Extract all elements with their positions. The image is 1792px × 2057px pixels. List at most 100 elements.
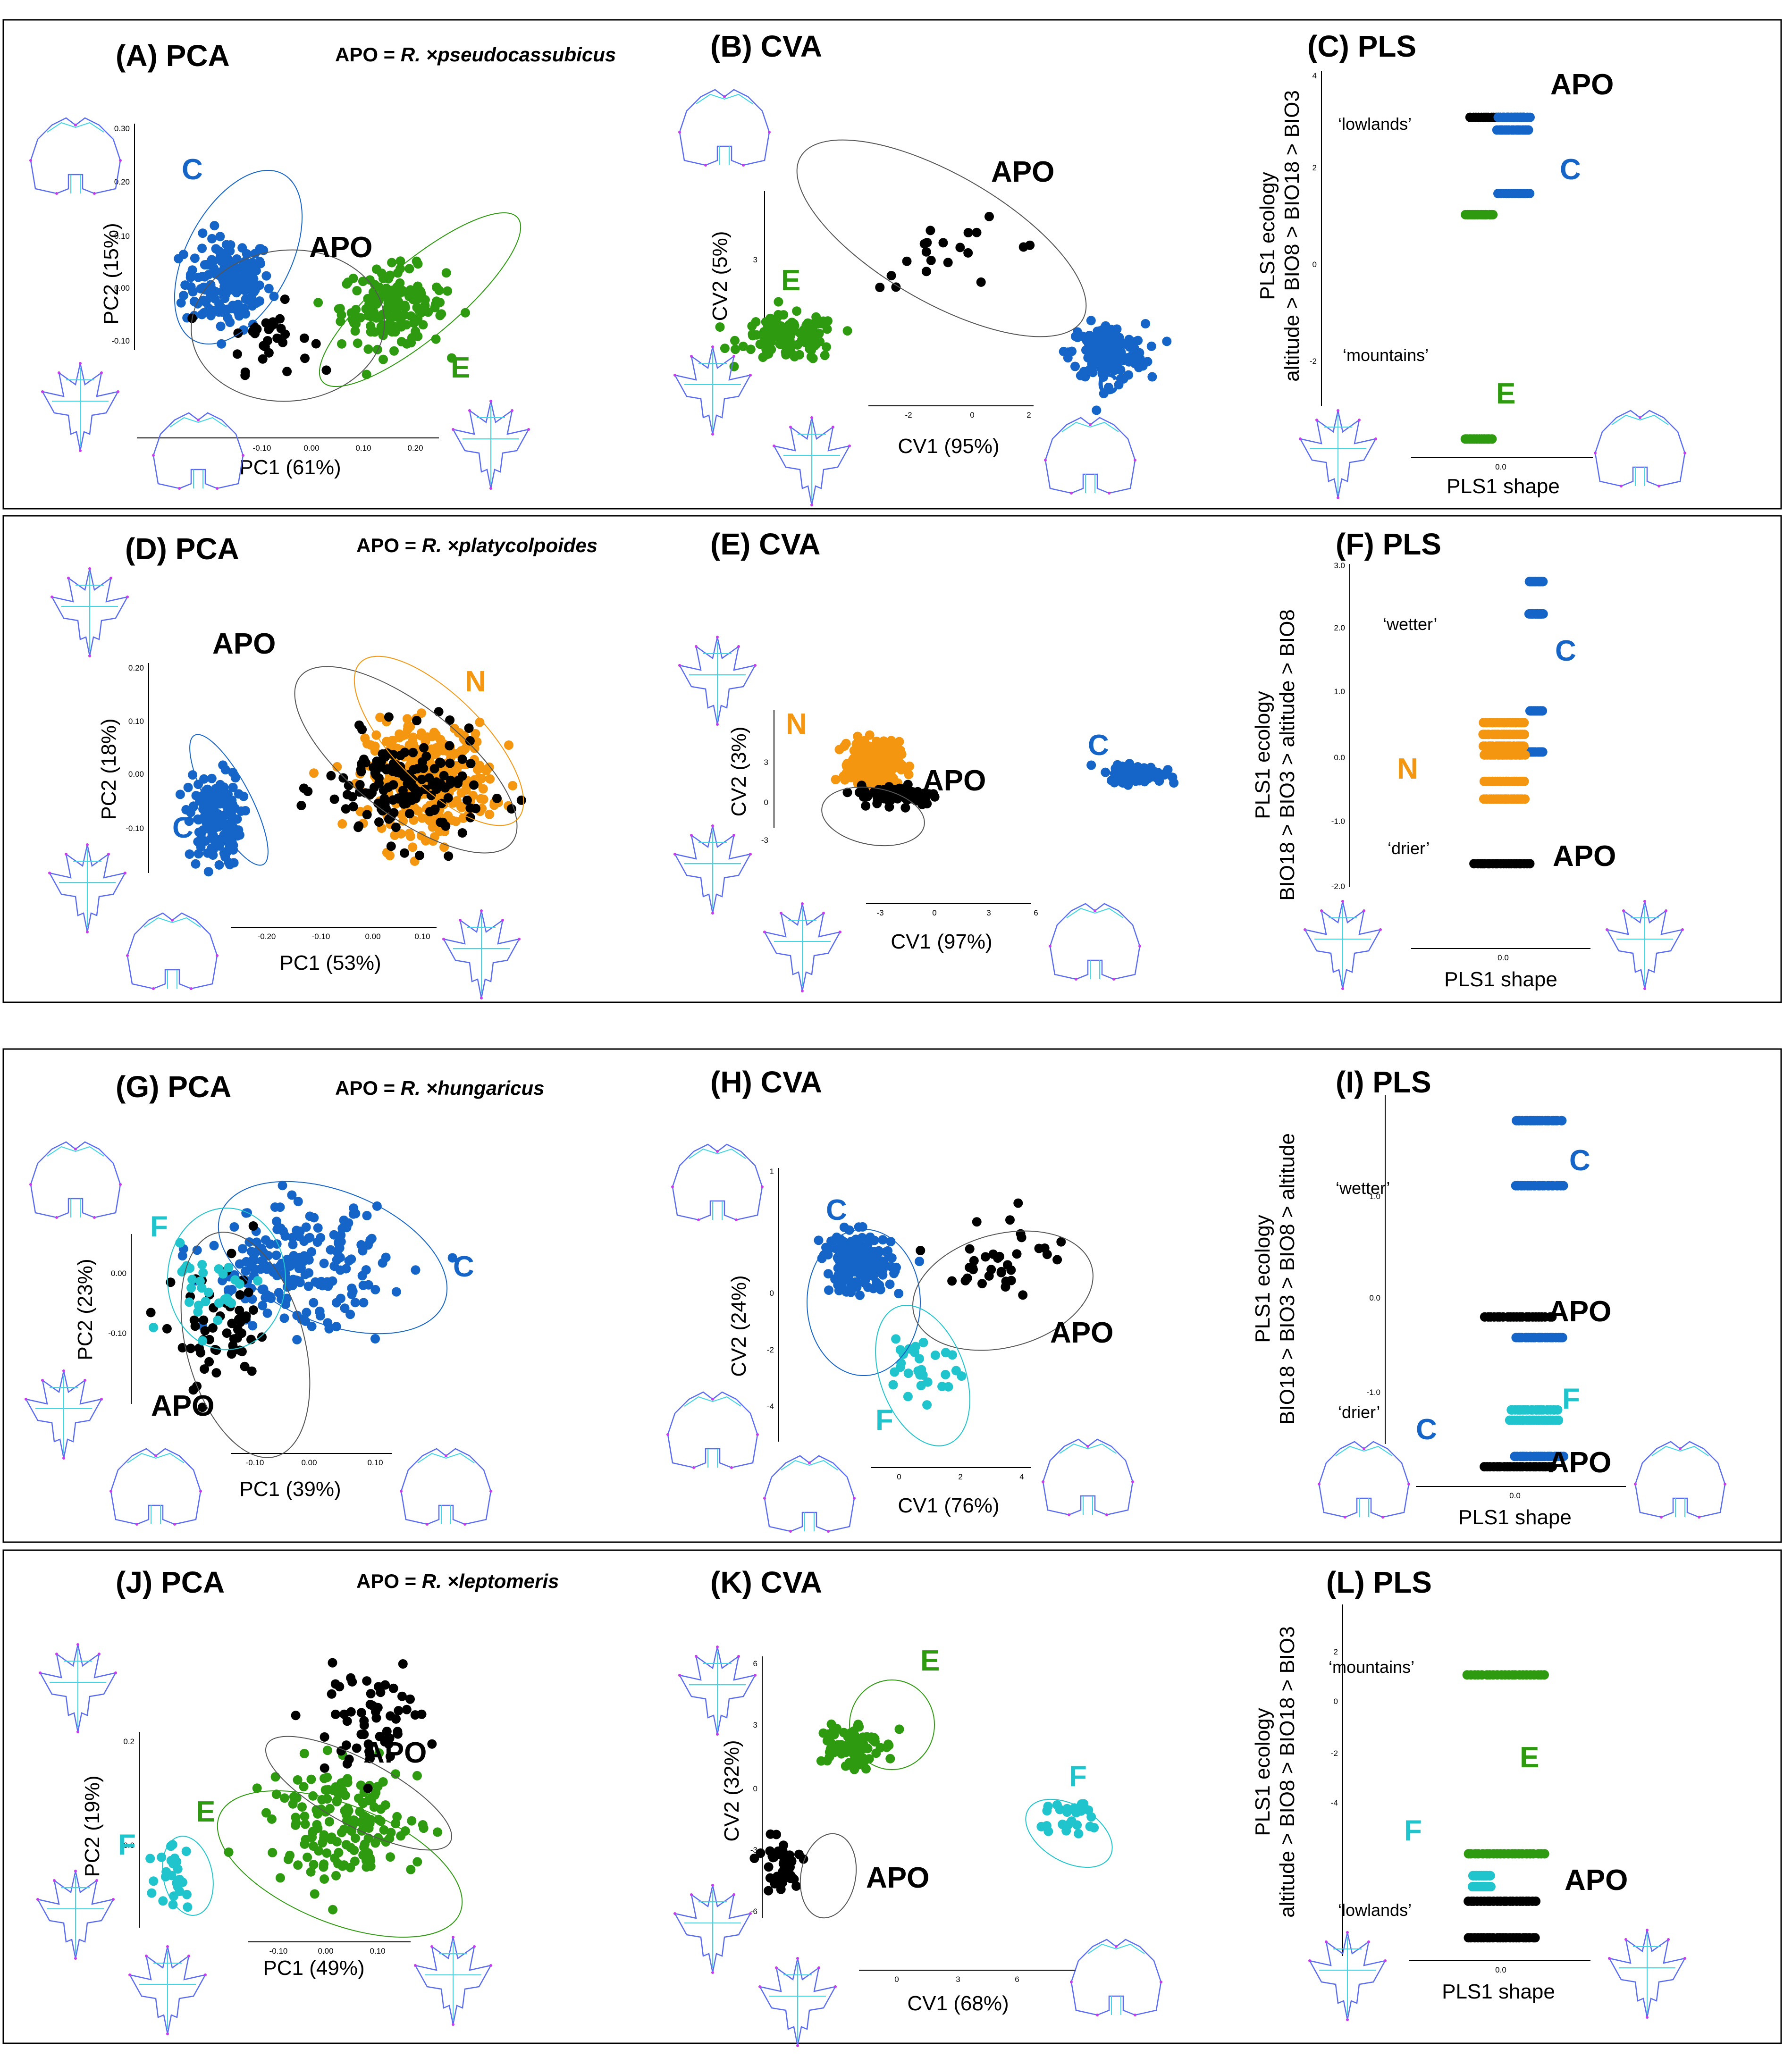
label-f: F bbox=[150, 1210, 168, 1243]
leaf-shape-icon bbox=[35, 1869, 116, 1961]
x-axis-label: PC1 (39%) bbox=[239, 1478, 341, 1501]
point-c bbox=[215, 232, 225, 242]
point-apo bbox=[928, 789, 938, 799]
point-apo bbox=[233, 1333, 243, 1343]
point-c bbox=[207, 234, 217, 243]
y-tick-label: 0.0 bbox=[123, 1841, 135, 1850]
point-c bbox=[188, 770, 198, 780]
point-apo bbox=[471, 804, 480, 814]
point-e bbox=[224, 1847, 234, 1857]
point-c bbox=[340, 1303, 350, 1313]
point-e bbox=[397, 300, 407, 310]
point-c bbox=[207, 773, 217, 783]
point-f bbox=[187, 1275, 197, 1285]
point-apo bbox=[355, 780, 365, 789]
point-apo bbox=[354, 720, 364, 730]
panel-h-title: (H) CVA bbox=[710, 1065, 822, 1099]
point-n bbox=[841, 760, 851, 770]
x-tick-label: 6 bbox=[1015, 1975, 1019, 1984]
point-e bbox=[372, 344, 382, 354]
point-c bbox=[831, 1244, 841, 1254]
scatter-points bbox=[146, 1181, 457, 1412]
point-c bbox=[203, 810, 213, 820]
point-apo bbox=[437, 798, 446, 808]
point-f bbox=[175, 1887, 185, 1896]
point-c bbox=[1162, 336, 1172, 346]
point-c bbox=[275, 1202, 285, 1212]
point-e bbox=[371, 264, 381, 274]
point-e bbox=[1488, 210, 1498, 219]
point-apo bbox=[379, 785, 388, 795]
point-e bbox=[391, 1819, 401, 1829]
point-apo bbox=[240, 370, 250, 380]
point-e bbox=[738, 342, 748, 351]
point-e bbox=[434, 285, 444, 295]
point-c bbox=[329, 1261, 339, 1271]
point-c bbox=[361, 1265, 371, 1275]
point-c bbox=[233, 300, 243, 310]
point-e bbox=[774, 310, 783, 319]
point-e bbox=[443, 286, 453, 296]
point-apo bbox=[364, 1746, 374, 1756]
point-apo bbox=[222, 1328, 232, 1338]
point-apo bbox=[247, 1366, 257, 1376]
point-apo bbox=[326, 771, 336, 781]
point-apo bbox=[321, 365, 331, 375]
point-c bbox=[1538, 609, 1548, 619]
point-c bbox=[199, 308, 209, 318]
point-e bbox=[381, 1837, 391, 1847]
point-apo bbox=[320, 1732, 329, 1742]
point-c bbox=[258, 1257, 268, 1267]
point-e bbox=[365, 275, 375, 285]
point-e bbox=[365, 304, 375, 314]
x-axis-label: PC1 (49%) bbox=[263, 1956, 364, 1980]
point-f bbox=[184, 1297, 194, 1307]
point-n bbox=[880, 746, 890, 756]
point-c bbox=[1070, 361, 1080, 371]
point-e bbox=[826, 1719, 836, 1729]
point-c bbox=[1080, 371, 1090, 381]
leaf-shape-icon bbox=[50, 566, 130, 658]
point-c bbox=[299, 1236, 309, 1246]
point-c bbox=[894, 1289, 904, 1299]
point-c bbox=[242, 249, 252, 259]
x-axis-label: CV1 (95%) bbox=[898, 435, 999, 458]
leaf-shape-icon bbox=[665, 1391, 760, 1470]
point-apo bbox=[227, 1249, 236, 1259]
point-f bbox=[149, 1323, 159, 1333]
point-c bbox=[345, 1310, 355, 1319]
point-e bbox=[267, 1814, 277, 1824]
y-axis-label: PC2 (18%) bbox=[97, 718, 120, 820]
point-c bbox=[241, 806, 250, 815]
point-e bbox=[763, 346, 773, 356]
point-c bbox=[289, 1251, 299, 1260]
point-apo bbox=[347, 792, 357, 802]
point-c bbox=[1523, 125, 1533, 135]
point-apo bbox=[1052, 1255, 1062, 1265]
point-apo bbox=[341, 804, 351, 814]
region-label-top: ‘wetter’ bbox=[1336, 1178, 1390, 1198]
point-e bbox=[752, 330, 762, 340]
point-c bbox=[1161, 768, 1170, 778]
point-c bbox=[217, 835, 227, 845]
point-c bbox=[209, 1241, 219, 1251]
point-apo bbox=[516, 795, 526, 805]
point-c bbox=[886, 1237, 896, 1247]
scatter-points bbox=[175, 707, 526, 877]
point-c bbox=[356, 1240, 366, 1250]
y-tick-label: -2 bbox=[1310, 357, 1317, 366]
x-tick-label: -2 bbox=[905, 411, 912, 420]
point-c bbox=[233, 277, 243, 287]
point-c bbox=[1086, 316, 1096, 326]
point-apo bbox=[359, 1721, 369, 1730]
point-e bbox=[289, 1792, 299, 1802]
point-e bbox=[320, 1874, 329, 1884]
point-e bbox=[435, 297, 445, 307]
point-e bbox=[350, 326, 360, 336]
point-e bbox=[437, 309, 446, 319]
point-apo bbox=[371, 766, 381, 776]
panel-e-title: (E) CVA bbox=[710, 527, 820, 561]
point-apo bbox=[405, 1694, 415, 1704]
y-tick-label: 0.2 bbox=[123, 1737, 135, 1746]
point-e bbox=[404, 264, 414, 274]
